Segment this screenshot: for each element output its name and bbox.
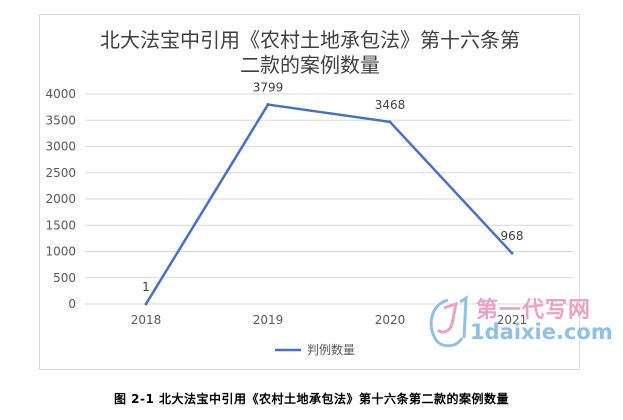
data-point xyxy=(266,103,270,107)
y-tick-label: 500 xyxy=(53,271,76,285)
x-tick-label: 2020 xyxy=(375,313,406,327)
data-point xyxy=(388,120,392,124)
y-tick-label: 4000 xyxy=(45,87,76,101)
legend-label: 判例数量 xyxy=(307,342,355,357)
y-tick-label: 1500 xyxy=(45,218,76,232)
watermark: 第一代写网 1daixie.com xyxy=(420,292,620,352)
y-tick-label: 2500 xyxy=(45,166,76,180)
y-tick-label: 3500 xyxy=(45,113,76,127)
data-label: 1 xyxy=(142,280,150,294)
chart-title-line-2: 二款的案例数量 xyxy=(240,53,380,77)
y-tick-label: 3000 xyxy=(45,140,76,154)
data-point xyxy=(510,251,514,255)
chart-title-line-1: 北大法宝中引用《农村土地承包法》第十六条第 xyxy=(100,28,520,52)
x-tick-label: 2019 xyxy=(253,313,284,327)
data-point xyxy=(144,302,148,306)
figure-caption: 图 2-1 北大法宝中引用《农村土地承包法》第十六条第二款的案例数量 xyxy=(113,392,510,406)
data-label: 968 xyxy=(501,229,524,243)
watermark-text-en: 1daixie.com xyxy=(470,320,613,344)
y-tick-label: 1000 xyxy=(45,245,76,259)
watermark-text-cn: 第一代写网 xyxy=(476,298,592,323)
x-tick-label: 2018 xyxy=(131,313,162,327)
x-tick-label: 2021 xyxy=(497,313,528,327)
series-line xyxy=(144,103,513,305)
y-tick-label: 0 xyxy=(68,297,76,311)
data-label: 3468 xyxy=(375,98,406,112)
chart-frame xyxy=(39,14,580,370)
y-tick-label: 2000 xyxy=(45,192,76,206)
watermark-logo-icon xyxy=(429,295,468,348)
data-label: 3799 xyxy=(253,81,284,95)
